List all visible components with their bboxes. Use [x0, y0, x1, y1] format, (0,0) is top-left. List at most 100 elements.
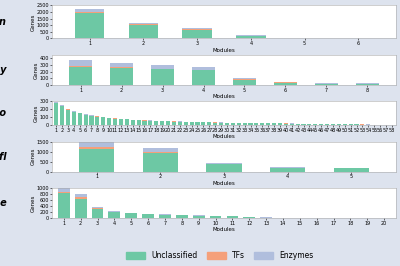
Bar: [219, 123, 223, 125]
Bar: [182, 30, 212, 39]
Bar: [190, 122, 194, 125]
Bar: [143, 148, 178, 152]
Y-axis label: Genes: Genes: [34, 105, 38, 122]
Bar: [270, 168, 305, 172]
X-axis label: Modules: Modules: [213, 181, 235, 186]
Bar: [319, 124, 323, 125]
Bar: [108, 211, 120, 212]
Bar: [343, 124, 347, 125]
Bar: [125, 213, 137, 218]
Bar: [60, 105, 64, 106]
Bar: [70, 67, 92, 85]
Bar: [70, 66, 92, 67]
Bar: [142, 214, 154, 218]
Bar: [315, 83, 338, 84]
Bar: [302, 124, 306, 125]
Bar: [79, 142, 114, 147]
Bar: [296, 124, 300, 125]
Bar: [151, 65, 174, 69]
Bar: [75, 9, 104, 12]
Bar: [290, 124, 294, 125]
Y-axis label: Genes: Genes: [30, 148, 35, 165]
Bar: [54, 102, 58, 103]
Bar: [206, 164, 242, 172]
Bar: [213, 123, 217, 125]
Bar: [136, 120, 141, 125]
Bar: [337, 124, 341, 125]
Bar: [128, 25, 158, 39]
Bar: [278, 123, 282, 125]
Bar: [125, 119, 129, 125]
Bar: [119, 119, 123, 125]
Bar: [356, 83, 378, 84]
Bar: [95, 117, 100, 125]
Bar: [307, 124, 312, 125]
Bar: [108, 212, 120, 218]
Text: Sme: Sme: [0, 198, 7, 208]
Bar: [243, 217, 255, 218]
Bar: [151, 69, 174, 85]
Bar: [75, 12, 104, 13]
X-axis label: Modules: Modules: [213, 227, 235, 232]
Bar: [154, 121, 158, 125]
Bar: [334, 168, 369, 172]
Bar: [95, 116, 100, 117]
Bar: [84, 114, 88, 115]
Bar: [344, 38, 373, 39]
Bar: [78, 113, 82, 125]
Bar: [148, 121, 152, 125]
Bar: [192, 70, 215, 85]
Bar: [131, 120, 135, 125]
Bar: [128, 23, 158, 24]
Bar: [58, 193, 70, 218]
Bar: [70, 60, 92, 66]
Bar: [84, 115, 88, 125]
Bar: [354, 124, 358, 125]
Y-axis label: Genes: Genes: [30, 194, 35, 212]
Bar: [128, 24, 158, 25]
Bar: [360, 124, 364, 125]
Bar: [90, 115, 94, 116]
Bar: [313, 124, 317, 125]
Y-axis label: Genes: Genes: [34, 61, 38, 78]
Bar: [58, 188, 70, 192]
Bar: [54, 103, 58, 125]
Bar: [75, 13, 104, 39]
Bar: [79, 147, 114, 149]
Bar: [178, 122, 182, 125]
Bar: [176, 215, 188, 218]
Bar: [75, 199, 86, 218]
Bar: [266, 123, 270, 125]
Bar: [225, 123, 229, 125]
Bar: [58, 192, 70, 193]
Bar: [331, 124, 335, 125]
Bar: [201, 122, 206, 125]
Bar: [206, 163, 242, 164]
Bar: [92, 208, 104, 209]
Bar: [92, 209, 104, 218]
Bar: [101, 117, 105, 125]
Bar: [182, 28, 212, 29]
Bar: [356, 84, 378, 85]
Bar: [66, 110, 70, 125]
Bar: [254, 123, 258, 125]
Legend: Unclassified, TFs, Enzymes: Unclassified, TFs, Enzymes: [124, 249, 316, 262]
Bar: [236, 36, 266, 39]
Bar: [237, 123, 241, 125]
Bar: [284, 123, 288, 125]
Bar: [231, 123, 235, 125]
Bar: [182, 29, 212, 30]
Bar: [72, 112, 76, 125]
Bar: [79, 149, 114, 172]
Bar: [274, 82, 297, 85]
Bar: [143, 153, 178, 172]
Text: Eco: Eco: [0, 108, 7, 118]
Bar: [159, 214, 171, 215]
Bar: [184, 122, 188, 125]
X-axis label: Modules: Modules: [213, 134, 235, 139]
Text: Hpy: Hpy: [0, 65, 7, 75]
X-axis label: Modules: Modules: [213, 48, 235, 53]
Bar: [193, 216, 205, 218]
Text: Sfl: Sfl: [0, 152, 7, 162]
Bar: [233, 80, 256, 85]
